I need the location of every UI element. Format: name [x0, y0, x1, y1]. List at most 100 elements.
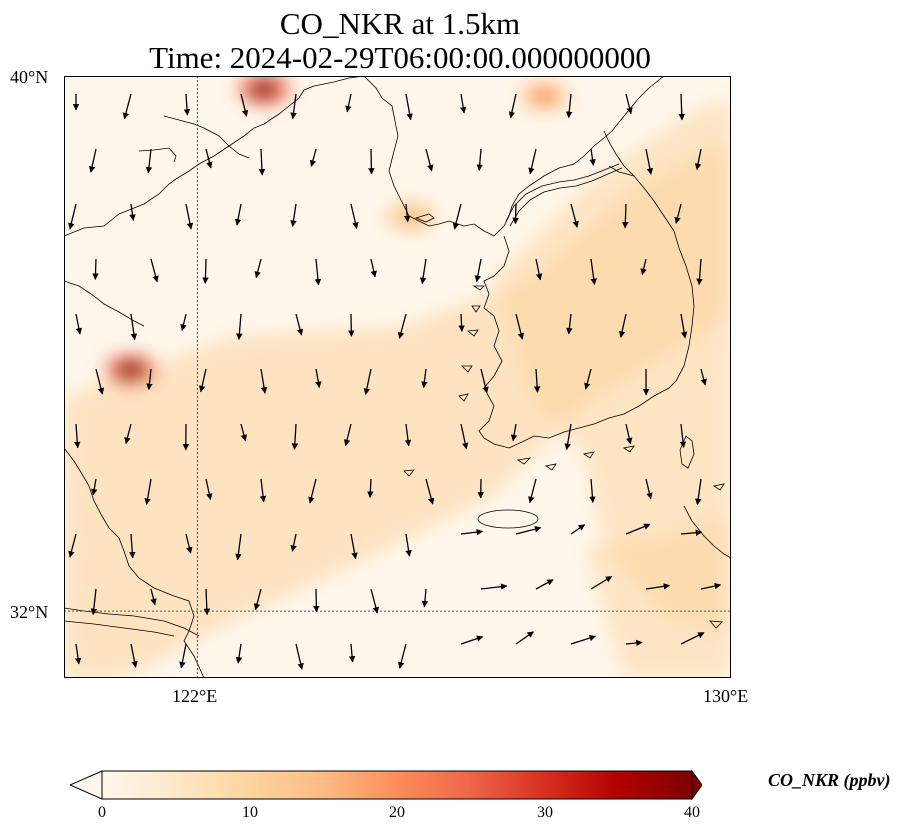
wind-arrow-69	[584, 368, 592, 390]
wind-arrow-27	[234, 203, 242, 226]
wind-arrow-34	[622, 203, 629, 229]
korea-east-coast	[603, 130, 695, 382]
wind-arrow-77	[343, 423, 352, 447]
wind-arrow-54	[397, 313, 407, 339]
wind-arrow-61	[146, 368, 153, 391]
wind-arrow-94	[645, 478, 653, 500]
wind-arrow-131	[680, 632, 705, 645]
wind-arrow-103	[460, 528, 484, 536]
wind-arrow-97	[129, 533, 136, 559]
lon-label-130e: 130°E	[703, 686, 749, 706]
hotspot-core-2	[396, 207, 425, 226]
wind-vectors	[68, 93, 722, 670]
korea-dmz	[505, 163, 623, 227]
colorbar-gradient	[101, 770, 693, 800]
wind-arrow-6	[405, 93, 413, 121]
wind-arrow-106	[625, 523, 651, 535]
wind-arrow-75	[240, 423, 248, 442]
wind-arrow-109	[150, 588, 157, 606]
wind-arrow-62	[198, 368, 207, 393]
wind-arrow-42	[419, 258, 427, 285]
tsushima-island	[679, 435, 695, 469]
wind-arrow-56	[515, 313, 525, 340]
wind-arrow-39	[254, 258, 262, 279]
wind-arrow-18	[425, 148, 434, 172]
wind-arrow-102	[405, 533, 412, 557]
wind-arrow-105	[570, 524, 586, 535]
wind-arrow-38	[202, 258, 209, 284]
wind-arrow-16	[309, 148, 317, 167]
wind-arrow-117	[590, 575, 613, 590]
wind-arrow-128	[515, 631, 534, 645]
wind-arrow-31	[452, 203, 462, 230]
wind-arrow-79	[460, 423, 469, 450]
wind-arrow-126	[398, 643, 407, 669]
colorbar-tick-30: 30	[537, 804, 553, 821]
wind-arrow-13	[145, 148, 153, 174]
wind-arrow-101	[350, 533, 358, 560]
wind-arrow-23	[694, 148, 702, 171]
wind-arrow-65	[363, 368, 372, 396]
wind-arrow-20	[528, 148, 537, 175]
wind-arrow-130	[625, 639, 643, 647]
wind-arrow-3	[240, 93, 249, 117]
wind-arrow-21	[589, 148, 596, 166]
wind-arrow-92	[528, 478, 537, 504]
colorbar	[70, 770, 702, 800]
small-islands	[403, 213, 725, 629]
wind-arrow-121	[130, 643, 138, 668]
wind-arrow-84	[91, 478, 98, 496]
wind-arrow-60	[95, 368, 105, 395]
wind-arrow-96	[68, 533, 77, 558]
wind-arrow-112	[313, 588, 320, 613]
wind-arrow-110	[203, 588, 211, 616]
wind-arrow-24	[68, 203, 77, 230]
wind-arrow-8	[508, 93, 517, 119]
wind-arrow-33	[570, 203, 579, 228]
wind-arrow-22	[645, 148, 654, 175]
wind-arrow-120	[74, 643, 82, 665]
wind-arrow-98	[185, 533, 193, 554]
wind-arrow-10	[625, 93, 633, 115]
korea-nw-coast	[363, 76, 665, 237]
wind-arrow-2	[183, 93, 191, 116]
wind-arrow-71	[700, 368, 707, 386]
colorbar-over-extension	[691, 770, 702, 800]
colorbar-tick-40: 40	[684, 804, 700, 821]
wind-arrow-100	[290, 533, 297, 552]
gridlines	[64, 76, 731, 678]
colorbar-under-extension	[70, 770, 103, 800]
china-coastline-north	[64, 76, 365, 237]
wind-arrow-123	[235, 643, 243, 664]
wind-arrow-108	[90, 588, 98, 616]
wind-arrow-89	[367, 478, 374, 498]
wind-arrow-115	[480, 583, 508, 590]
wind-arrow-15	[258, 148, 266, 176]
wind-arrow-7	[459, 93, 467, 114]
wind-arrow-41	[370, 258, 377, 278]
wind-arrow-129	[570, 634, 597, 645]
wind-arrow-47	[696, 258, 703, 286]
wind-arrow-12	[88, 148, 97, 173]
liaodong-peninsula	[138, 115, 250, 163]
wind-arrow-95	[694, 478, 702, 506]
colorbar-label: CO_NKR (ppbv)	[768, 770, 891, 790]
wind-arrow-63	[260, 368, 268, 394]
korea-east-coast-north	[608, 165, 635, 177]
wind-arrow-78	[404, 423, 412, 447]
wind-arrow-111	[253, 588, 262, 611]
wind-arrow-90	[425, 478, 435, 505]
wind-arrow-50	[180, 313, 187, 332]
wind-arrow-113	[370, 588, 379, 614]
wind-arrow-68	[533, 368, 541, 393]
wind-arrow-9	[565, 93, 573, 119]
wind-arrow-81	[564, 423, 572, 451]
wind-arrow-57	[566, 313, 573, 335]
map-title: CO_NKR at 1.5km	[279, 6, 521, 41]
wind-arrow-26	[185, 203, 194, 230]
wind-arrow-64	[315, 368, 322, 389]
wind-arrow-104	[515, 525, 542, 535]
wind-arrow-46	[640, 258, 647, 276]
wind-arrow-19	[476, 148, 483, 172]
wind-arrow-14	[205, 148, 213, 169]
